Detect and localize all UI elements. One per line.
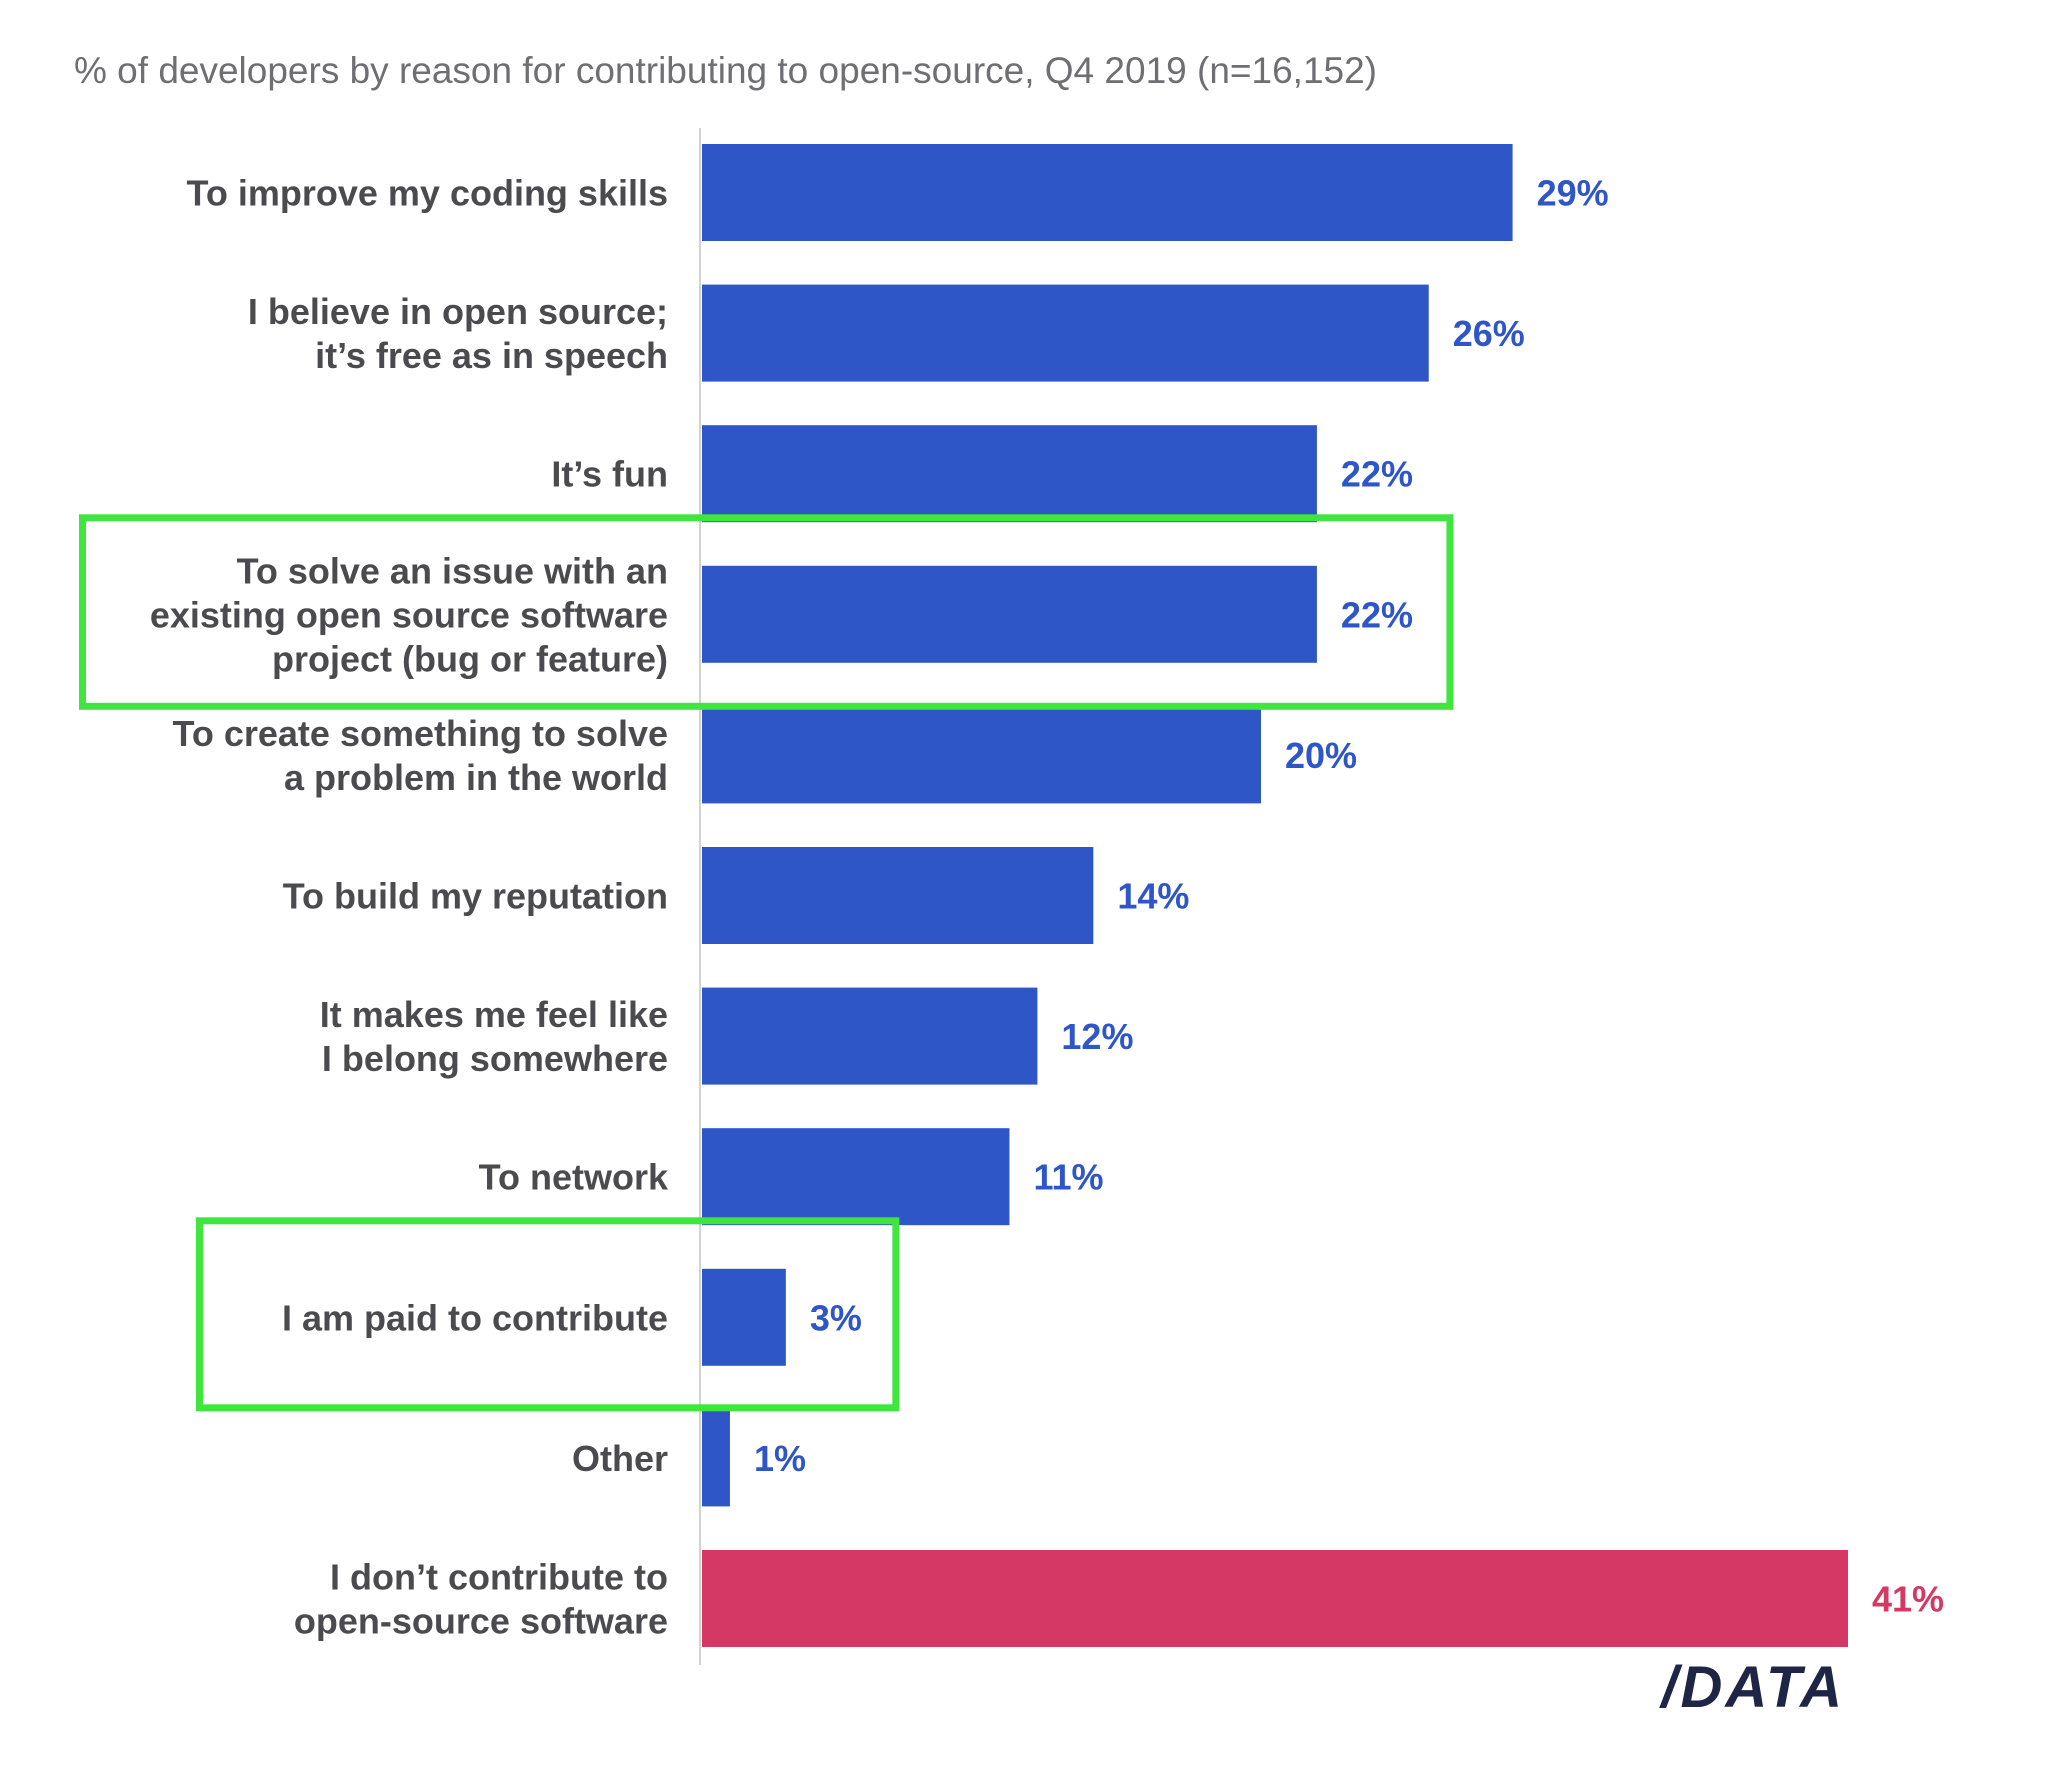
category-label-line: it’s free as in speech <box>315 335 668 376</box>
value-label: 22% <box>1341 454 1413 495</box>
category-label: I believe in open source; it’s free as in… <box>248 291 668 376</box>
value-label: 20% <box>1285 735 1357 776</box>
value-label: 1% <box>754 1438 806 1479</box>
bar <box>702 1550 1848 1647</box>
bar <box>702 847 1094 944</box>
category-label: It makes me feel like I belong somewhere <box>320 994 668 1079</box>
category-label-line: To network <box>479 1157 669 1198</box>
value-label: 41% <box>1872 1579 1944 1620</box>
category-label-line: existing open source software <box>150 594 668 635</box>
category-label-line: To create something to solve <box>173 713 668 754</box>
value-label: 14% <box>1117 876 1189 917</box>
value-label: 22% <box>1341 594 1413 635</box>
category-label-line: a problem in the world <box>284 757 668 798</box>
brand-logo: /DATA <box>1658 1655 1845 1720</box>
chart-title: % of developers by reason for contributi… <box>74 50 1377 91</box>
value-label: 29% <box>1537 173 1609 214</box>
category-label: To improve my coding skills <box>187 173 668 214</box>
category-label-line: To solve an issue with an <box>237 550 668 591</box>
highlight-boxes <box>79 514 1454 1412</box>
bar <box>702 565 1317 663</box>
category-label: Other <box>572 1438 668 1479</box>
category-label-line: I believe in open source; <box>248 291 668 332</box>
category-label-line: It makes me feel like <box>320 994 668 1035</box>
bar <box>702 987 1038 1085</box>
bar <box>702 1128 1010 1226</box>
category-label-line: It’s fun <box>551 454 668 495</box>
bar <box>702 706 1262 804</box>
category-label: To network <box>479 1157 669 1198</box>
category-label-line: I don’t contribute to <box>330 1557 668 1598</box>
category-label: To build my reputation <box>283 876 668 917</box>
category-label: I don’t contribute to open-source softwar… <box>294 1557 668 1642</box>
value-label: 11% <box>1033 1157 1103 1198</box>
value-label: 12% <box>1061 1016 1133 1057</box>
category-label: To solve an issue with an existing open s… <box>150 550 668 679</box>
category-label: To create something to solve a problem in… <box>173 713 668 798</box>
bar <box>702 425 1317 523</box>
category-label: It’s fun <box>551 454 668 495</box>
category-label: I am paid to contribute <box>282 1297 668 1338</box>
category-label-line: To improve my coding skills <box>187 173 668 214</box>
bar <box>702 144 1513 241</box>
category-label-line: I belong somewhere <box>322 1038 668 1079</box>
bars-group: 29% To improve my coding skills 26% I belie… <box>150 144 1944 1647</box>
highlight-box <box>196 1217 900 1412</box>
value-label: 26% <box>1453 313 1525 354</box>
bar <box>702 1268 786 1366</box>
category-label-line: I am paid to contribute <box>282 1297 668 1338</box>
category-label-line: Other <box>572 1438 668 1479</box>
bar <box>702 1409 730 1507</box>
value-label: 3% <box>810 1297 862 1338</box>
category-label-line: To build my reputation <box>283 876 668 917</box>
category-label-line: project (bug or feature) <box>272 638 668 679</box>
highlight-box <box>79 514 1454 710</box>
category-label-line: open-source software <box>294 1601 668 1642</box>
bar <box>702 284 1429 382</box>
brand-logo-text: /DATA <box>1658 1655 1845 1720</box>
